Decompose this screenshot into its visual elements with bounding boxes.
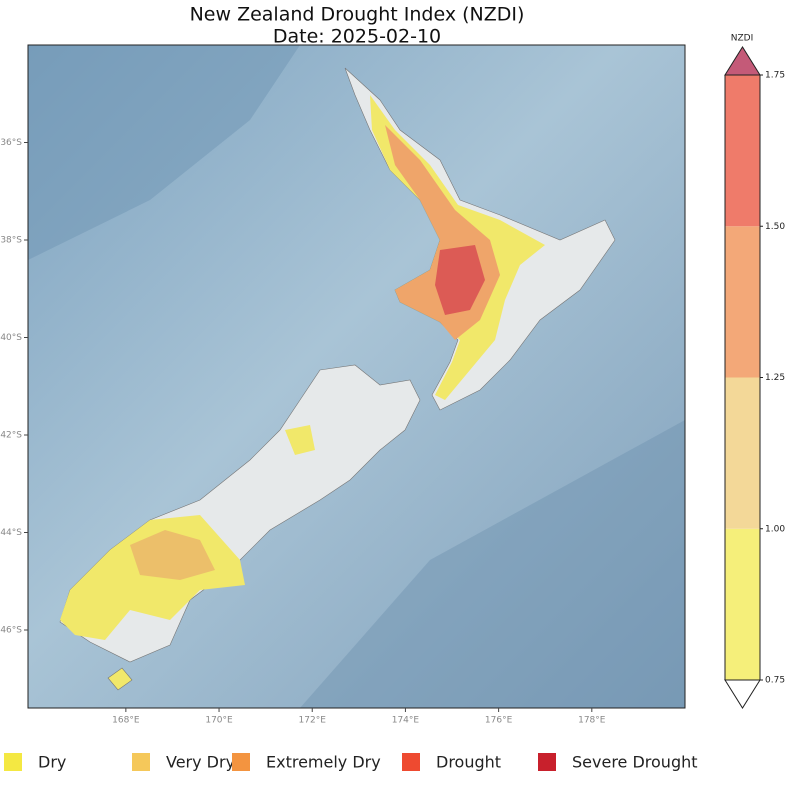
ocean-deep	[300, 420, 685, 708]
colorbar-band	[725, 377, 760, 529]
legend-swatch	[402, 753, 420, 771]
title: New Zealand Drought Index (NZDI)	[190, 4, 525, 26]
colorbar-band	[725, 528, 760, 680]
lon-tick-label: 174°E	[392, 716, 420, 726]
colorbar-tick-label: 1.75	[765, 71, 785, 81]
ticks: 168°E 170°E 172°E 174°E 176°E 178°E 36°S 38°S 40…	[0, 138, 605, 726]
lon-tick-label: 176°E	[485, 716, 513, 726]
legend-label: Very Dry	[166, 753, 235, 772]
ocean-deep	[28, 45, 300, 260]
lat-tick-label: 44°S	[0, 528, 22, 538]
dry-area	[285, 425, 315, 455]
drought-area	[435, 245, 485, 315]
lat-tick-label: 40°S	[0, 333, 22, 343]
colorbar-band	[725, 75, 760, 227]
legend: Dry Very Dry Extremely Dry Drought Severe Dr…	[4, 753, 698, 772]
colorbar-under	[724, 679, 761, 709]
lat-tick-label: 36°S	[0, 138, 22, 148]
legend-swatch	[538, 753, 556, 771]
lon-tick-label: 168°E	[112, 716, 140, 726]
colorbar-label: NZDI	[731, 34, 753, 44]
colorbar-over	[724, 46, 761, 76]
legend-swatch	[4, 753, 22, 771]
lon-tick-label: 178°E	[578, 716, 606, 726]
colorbar-band	[725, 226, 760, 378]
colorbar-tick-label: 1.00	[765, 524, 785, 534]
lon-tick-label: 172°E	[299, 716, 327, 726]
colorbar-tick-label: 0.75	[765, 676, 785, 686]
legend-label: Severe Drought	[572, 753, 698, 772]
legend-label: Extremely Dry	[266, 753, 381, 772]
lat-tick-label: 46°S	[0, 626, 22, 636]
colorbar-tick-label: 1.25	[765, 373, 785, 383]
legend-swatch	[132, 753, 150, 771]
map	[27, 44, 686, 709]
colorbar: NZDI 0.75 1.00 1.25 1.50 1.75	[724, 34, 785, 709]
very-dry-area	[130, 530, 215, 580]
stewart-island	[107, 667, 133, 691]
legend-swatch	[232, 753, 250, 771]
lat-tick-label: 38°S	[0, 236, 22, 246]
map-frame	[27, 44, 686, 709]
legend-label: Drought	[436, 753, 501, 772]
date: Date: 2025-02-10	[273, 26, 441, 48]
lon-tick-label: 170°E	[205, 716, 233, 726]
colorbar-tick-label: 1.50	[765, 222, 785, 232]
lat-tick-label: 42°S	[0, 431, 22, 441]
legend-label: Dry	[38, 753, 66, 772]
